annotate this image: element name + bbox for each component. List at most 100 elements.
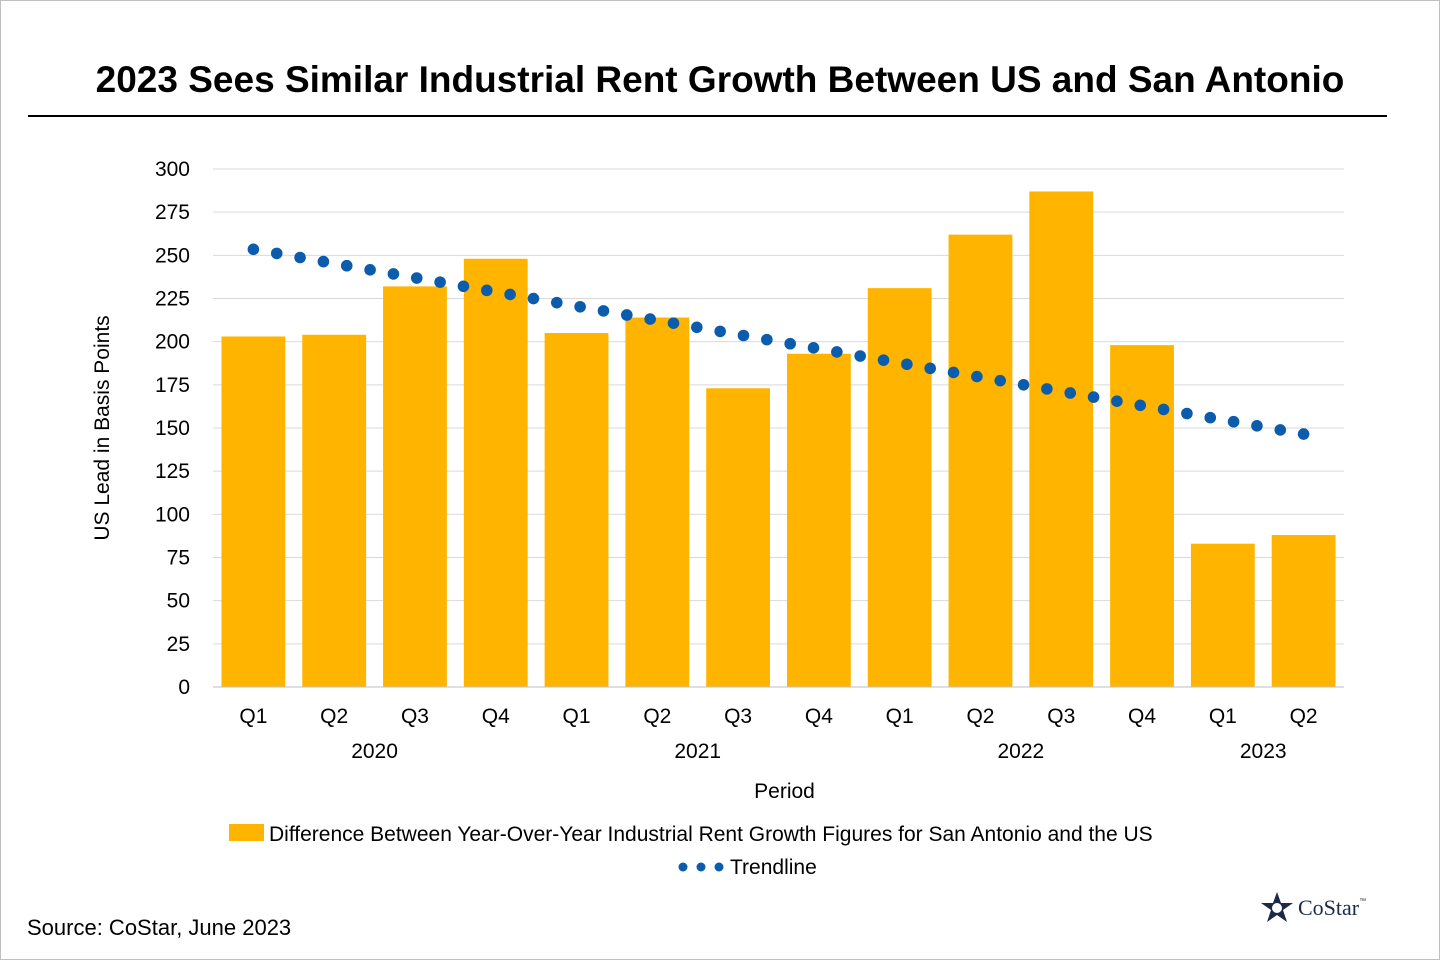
- bar: [948, 234, 1013, 687]
- trendline-dot: [644, 313, 656, 325]
- trendline-dot: [854, 350, 866, 362]
- trendline-dot: [1297, 428, 1310, 440]
- trendline-dot: [294, 251, 306, 264]
- chart-title: 2023 Sees Similar Industrial Rent Growth…: [95, 59, 1345, 100]
- trendline-dot: [527, 292, 540, 305]
- y-tick-label: 175: [155, 374, 190, 397]
- trendline-dot: [364, 264, 376, 276]
- trendline-dot: [247, 243, 260, 256]
- costar-star-icon: [1261, 892, 1293, 922]
- x-group-label: 2020: [351, 740, 398, 763]
- trendline-dot: [691, 321, 703, 334]
- trendline-dot: [270, 247, 283, 260]
- title-underline: [28, 115, 1387, 117]
- trendline-dot: [1017, 378, 1030, 391]
- trendline-dot: [994, 374, 1007, 387]
- x-tick-label: Q2: [320, 705, 348, 728]
- legend-trend-swatch: [714, 862, 724, 872]
- x-tick-label: Q4: [482, 705, 510, 728]
- trendline-dot: [1134, 399, 1147, 412]
- trendline-dot: [574, 300, 586, 313]
- y-tick-label: 150: [155, 417, 190, 440]
- x-tick-label: Q4: [1128, 705, 1156, 728]
- bar: [706, 388, 771, 687]
- logo-text: CoStar: [1298, 895, 1360, 920]
- x-tick-label: Q1: [1209, 705, 1237, 728]
- x-axis-title: Period: [754, 780, 815, 803]
- trendline-dot: [737, 329, 750, 342]
- trendline-dot: [1087, 391, 1100, 403]
- trendline-dot: [667, 317, 680, 329]
- x-tick-label: Q2: [966, 705, 994, 728]
- trendline-dot: [1227, 415, 1240, 428]
- x-group-label: 2023: [1240, 740, 1287, 763]
- logo-trademark: ™: [1359, 898, 1367, 905]
- legend-bar-swatch: [229, 824, 264, 841]
- y-tick-label: 225: [155, 288, 190, 311]
- y-axis-title: US Lead in Basis Points: [91, 315, 114, 540]
- x-group-label: 2021: [674, 740, 721, 763]
- trendline-dot: [947, 366, 960, 379]
- trendline-dot: [1251, 420, 1263, 432]
- x-tick-label: Q1: [239, 705, 267, 728]
- trendline-dot: [971, 370, 983, 383]
- y-tick-label: 300: [155, 158, 190, 181]
- x-tick-label: Q2: [1290, 705, 1318, 728]
- trendline-dot: [1157, 403, 1170, 416]
- trendline-dot: [457, 280, 470, 293]
- bar: [625, 317, 690, 687]
- y-tick-label: 125: [155, 460, 190, 483]
- trendline-dot: [1274, 424, 1287, 436]
- bar: [302, 334, 367, 687]
- trendline-dot: [480, 284, 493, 297]
- costar-logo: CoStar ™: [1260, 890, 1366, 926]
- trendline-dot: [434, 276, 446, 288]
- bar: [221, 336, 286, 687]
- bar: [544, 333, 609, 687]
- legend-trend-label: Trendline: [730, 856, 817, 879]
- trendline-dot: [714, 325, 726, 338]
- x-tick-label: Q4: [805, 705, 833, 728]
- trendline-dot: [504, 288, 516, 301]
- bar: [1190, 543, 1255, 687]
- y-tick-label: 200: [155, 331, 190, 354]
- source-note: Source: CoStar, June 2023: [27, 915, 292, 940]
- bar: [383, 286, 447, 687]
- x-tick-label: Q2: [643, 705, 671, 728]
- trendline-dot: [1111, 395, 1123, 407]
- y-tick-label: 275: [155, 201, 190, 224]
- trendline-dot: [1204, 411, 1217, 424]
- trendline-dot: [550, 296, 563, 309]
- x-tick-label: Q3: [401, 705, 429, 728]
- y-tick-label: 25: [167, 633, 190, 656]
- y-tick-label: 0: [178, 676, 190, 699]
- legend-bar-label: Difference Between Year-Over-Year Indust…: [269, 823, 1153, 846]
- x-tick-label: Q3: [724, 705, 752, 728]
- trendline-dot: [807, 342, 820, 354]
- trendline-dot: [877, 354, 890, 366]
- trendline-dot: [761, 333, 773, 346]
- x-tick-label: Q1: [563, 705, 591, 728]
- y-tick-label: 50: [167, 590, 190, 613]
- trendline-dot: [410, 272, 423, 284]
- bar: [786, 353, 851, 687]
- bar: [1029, 191, 1094, 688]
- trendline-dot: [317, 255, 330, 268]
- x-tick-label: Q3: [1047, 705, 1075, 728]
- trendline-dot: [1064, 387, 1077, 399]
- x-group-label: 2022: [997, 740, 1044, 763]
- y-tick-label: 100: [155, 503, 190, 526]
- legend-trend-swatch: [696, 862, 706, 872]
- y-tick-label: 75: [167, 547, 190, 570]
- trendline-dot: [387, 268, 400, 280]
- trendline-dot: [1041, 383, 1053, 395]
- trendline-dot: [621, 309, 633, 321]
- legend-trend-swatch: [678, 862, 688, 872]
- trendline-dot: [831, 346, 843, 358]
- trendline-dot: [901, 358, 913, 371]
- bar: [1271, 535, 1336, 687]
- y-tick-label: 250: [155, 244, 190, 267]
- trendline-dot: [784, 337, 796, 350]
